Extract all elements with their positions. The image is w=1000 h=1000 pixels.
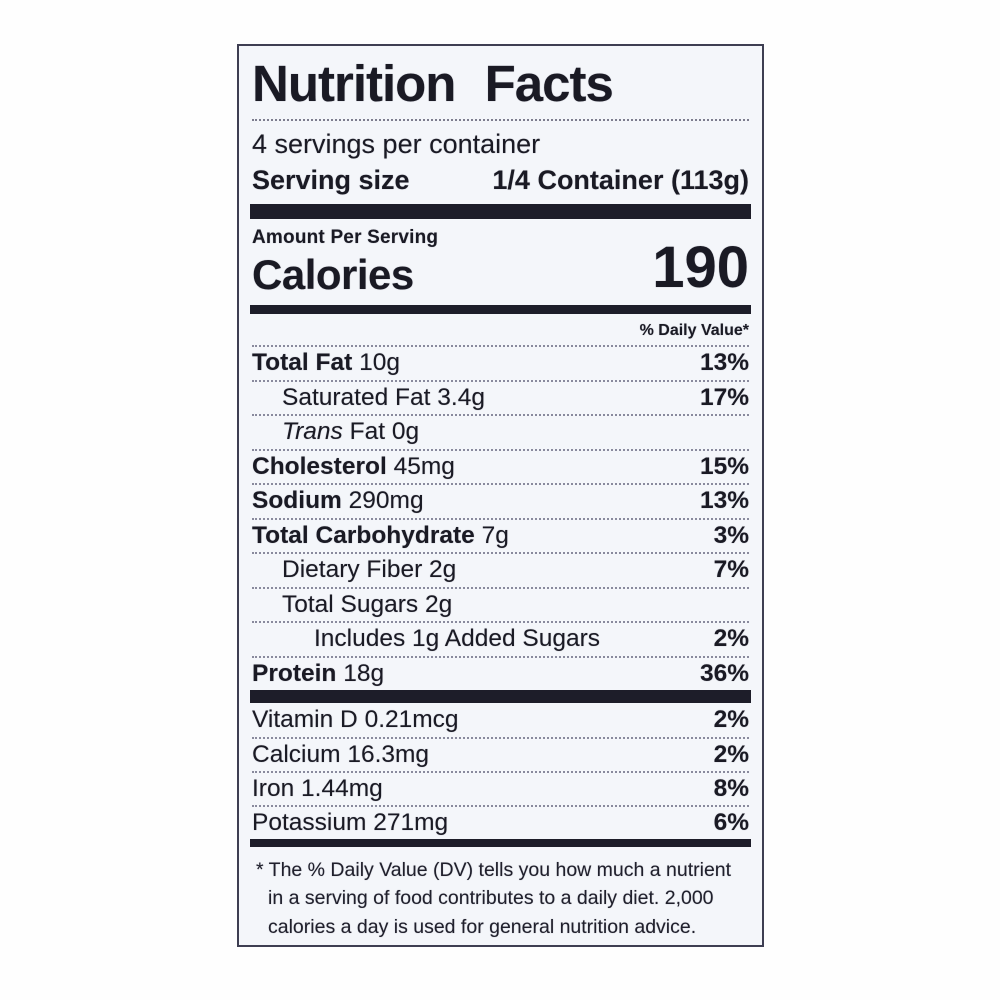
nutrient-amount: 1.44mg — [301, 775, 383, 802]
nutrient-dv: 7% — [713, 556, 749, 584]
nutrient-amount: 271mg — [373, 809, 449, 836]
nutrient-row-sodium: Sodium 290mg 13% — [252, 483, 749, 518]
nutrient-name: Includes 1g Added Sugars — [314, 625, 601, 653]
servings-per-container: 4 servings per container — [252, 129, 541, 159]
nutrient-row-total-fat: Total Fat 10g 13% — [252, 345, 749, 380]
nutrient-name: Total Carbohydrate — [252, 521, 475, 549]
nutrient-name: Dietary Fiber — [282, 556, 423, 584]
amount-per-serving-label: Amount Per Serving — [252, 227, 439, 248]
micronutrient-row-vitamin-d: Vitamin D 0.21mcg 2% — [252, 703, 749, 737]
nutrient-name: Sodium — [252, 487, 342, 515]
calories-value: 190 — [652, 235, 749, 300]
nutrient-name: Cholesterol — [252, 452, 387, 480]
nutrient-name: Vitamin D — [252, 706, 358, 733]
calories-section: Amount Per Serving Calories 190 — [252, 219, 749, 301]
nutrient-dv: 17% — [699, 383, 749, 411]
nutrient-amount: 45mg — [393, 452, 455, 480]
nutrient-amount: 0.21mcg — [364, 706, 459, 733]
nutrient-name: Fat — [349, 418, 386, 446]
nutrient-amount: 16.3mg — [347, 741, 430, 768]
nutrient-dv: 3% — [713, 521, 749, 549]
nutrient-dv: 2% — [713, 706, 749, 733]
label-title: Nutrition Facts — [252, 46, 749, 121]
nutrient-name: Protein — [252, 659, 337, 687]
daily-value-footnote: * The % Daily Value (DV) tells you how m… — [256, 859, 732, 938]
nutrition-facts-label: Nutrition Facts 4 servings per container… — [237, 44, 764, 947]
nutrient-row-dietary-fiber: Dietary Fiber 2g 7% — [252, 552, 749, 587]
nutrient-amount: 2g — [425, 590, 453, 618]
nutrient-row-cholesterol: Cholesterol 45mg 15% — [252, 448, 749, 484]
nutrient-dv: 36% — [699, 659, 749, 687]
thick-divider-bar — [250, 690, 751, 703]
nutrient-row-total-sugars: Total Sugars 2g — [252, 586, 749, 622]
nutrient-amount: 7g — [481, 521, 509, 549]
nutrient-amount: 10g — [359, 349, 400, 377]
nutrient-row-added-sugars: Includes 1g Added Sugars 2% — [252, 621, 749, 656]
nutrient-dv: 13% — [699, 487, 749, 515]
medium-divider-bar — [250, 839, 751, 847]
calories-label: Calories — [252, 251, 414, 298]
nutrient-name: Iron — [252, 775, 295, 802]
nutrient-dv: 8% — [713, 775, 749, 802]
nutrient-name: Saturated Fat — [282, 383, 431, 411]
nutrient-row-total-carbohydrate: Total Carbohydrate 7g 3% — [252, 517, 749, 553]
nutrient-name: Potassium — [252, 809, 367, 836]
nutrient-name: Total Sugars — [282, 590, 419, 618]
calories-left: Amount Per Serving Calories — [252, 227, 438, 299]
nutrient-amount: 290mg — [348, 487, 424, 515]
nutrient-row-trans-fat: Trans Fat 0g — [252, 414, 749, 449]
micronutrient-row-calcium: Calcium 16.3mg 2% — [252, 737, 749, 771]
nutrient-amount: 0g — [391, 418, 420, 446]
nutrient-amount: 2g — [429, 556, 457, 584]
nutrient-row-protein: Protein 18g 36% — [252, 655, 749, 691]
nutrient-dv: 13% — [699, 349, 749, 377]
micronutrient-rows: Vitamin D 0.21mcg 2% Calcium 16.3mg 2% I… — [252, 703, 749, 839]
micronutrient-row-potassium: Potassium 271mg 6% — [252, 805, 749, 839]
nutrient-dv: 6% — [713, 809, 749, 836]
nutrient-amount: 3.4g — [437, 383, 485, 411]
serving-size-value: 1/4 Container (113g) — [492, 165, 749, 195]
nutrient-name: Total Fat — [252, 349, 353, 377]
serving-size-label: Serving size — [252, 165, 410, 195]
nutrient-amount: 18g — [343, 659, 385, 687]
nutrient-rows: Total Fat 10g 13% Saturated Fat 3.4g 17%… — [252, 345, 749, 690]
nutrient-dv: 15% — [699, 452, 749, 480]
medium-divider-bar — [250, 305, 751, 314]
nutrient-name: Calcium — [252, 741, 341, 768]
nutrient-name-italic: Trans — [282, 418, 343, 446]
serving-size-row: Serving size 1/4 Container (113g) — [252, 162, 749, 204]
nutrient-dv: 2% — [713, 625, 749, 653]
nutrient-dv: 2% — [713, 741, 749, 768]
daily-value-header: % Daily Value* — [639, 322, 749, 339]
thick-divider-bar — [250, 204, 751, 219]
nutrient-row-saturated-fat: Saturated Fat 3.4g 17% — [252, 379, 749, 415]
micronutrient-row-iron: Iron 1.44mg 8% — [252, 771, 749, 805]
